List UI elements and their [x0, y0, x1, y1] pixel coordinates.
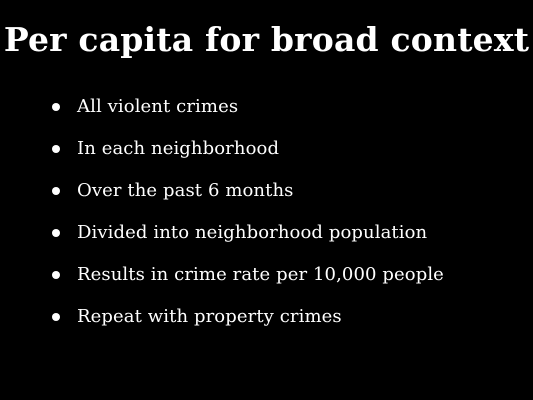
slide-title: Per capita for broad context: [3, 20, 530, 59]
bullet-icon: [52, 187, 60, 195]
bullet-icon: [52, 145, 60, 153]
bullet-item: All violent crimes: [52, 86, 444, 128]
bullet-icon: [52, 103, 60, 111]
bullet-text: Over the past 6 months: [77, 180, 294, 201]
bullet-item: Repeat with property crimes: [52, 296, 444, 338]
bullet-icon: [52, 271, 60, 279]
bullet-item: Results in crime rate per 10,000 people: [52, 254, 444, 296]
bullet-text: In each neighborhood: [77, 138, 280, 159]
bullet-text: Repeat with property crimes: [77, 306, 342, 327]
bullet-item: Divided into neighborhood population: [52, 212, 444, 254]
bullet-text: Results in crime rate per 10,000 people: [77, 264, 444, 285]
bullet-icon: [52, 229, 60, 237]
bullet-text: All violent crimes: [77, 96, 239, 117]
bullet-text: Divided into neighborhood population: [77, 222, 428, 243]
bullet-list: All violent crimes In each neighborhood …: [52, 86, 444, 338]
bullet-item: In each neighborhood: [52, 128, 444, 170]
bullet-icon: [52, 313, 60, 321]
bullet-item: Over the past 6 months: [52, 170, 444, 212]
